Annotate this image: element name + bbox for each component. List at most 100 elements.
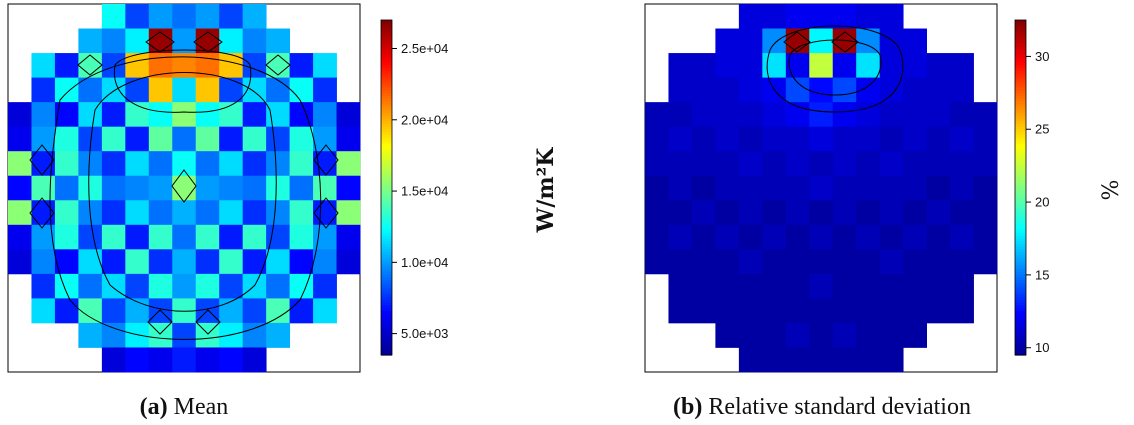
heatmap-cell — [125, 4, 150, 29]
heatmap-cell — [195, 126, 220, 152]
heatmap-cell — [8, 126, 32, 152]
heatmap-cell — [809, 151, 834, 177]
colorbar-strip — [1015, 73, 1026, 77]
colorbar-strip — [1015, 165, 1026, 169]
colorbar-strip — [1015, 151, 1026, 155]
heatmap-cell — [715, 126, 740, 152]
colorbar-strip — [1015, 39, 1026, 43]
heatmap-cell — [926, 224, 951, 250]
colorbar-strip — [381, 126, 392, 130]
colorbar-tick-label: 2.5e+04 — [401, 41, 448, 56]
heatmap-cell — [195, 273, 220, 299]
heatmap-cell — [785, 102, 810, 128]
colorbar-strip — [1015, 81, 1026, 85]
colorbar-strip — [381, 59, 392, 63]
heatmap-cell — [645, 175, 669, 201]
heatmap-cell — [195, 151, 220, 177]
heatmap-cell — [785, 126, 810, 152]
heatmap-cell — [242, 298, 267, 324]
heatmap-cell — [195, 249, 220, 275]
colorbar-strip — [381, 95, 392, 99]
heatmap-cell — [879, 224, 904, 250]
heatmap-cell — [8, 200, 32, 226]
heatmap-cell — [832, 77, 857, 103]
colorbar-strip — [381, 321, 392, 325]
colorbar-strip — [381, 39, 392, 43]
colorbar-strip — [1015, 327, 1026, 331]
colorbar-strip — [381, 53, 392, 57]
colorbar-strip — [1015, 47, 1026, 52]
colorbar-strip — [1015, 237, 1026, 242]
colorbar-strip — [1015, 321, 1026, 325]
contour-lines-b — [766, 25, 904, 113]
heatmap-cell — [8, 249, 32, 275]
colorbar-strip — [381, 296, 392, 300]
heatmap-cell — [195, 77, 220, 103]
colorbar-strip — [381, 193, 392, 197]
heatmap-cell — [172, 200, 197, 226]
colorbar-strip — [381, 47, 392, 52]
heatmap-cell — [691, 102, 716, 128]
colorbar-strip — [381, 36, 392, 41]
heatmap-cell — [54, 53, 79, 78]
heatmap-cell — [289, 126, 314, 152]
colorbar-strip — [381, 117, 392, 122]
heatmap-cell — [289, 53, 314, 78]
heatmap-cell — [101, 200, 126, 226]
colorbar-strip — [381, 131, 392, 136]
heatmap-cell — [973, 102, 998, 128]
heatmap-cell — [668, 249, 693, 275]
heatmap-cell — [148, 347, 173, 373]
colorbar-strip — [1015, 248, 1026, 253]
heatmap-cell — [266, 298, 290, 324]
heatmap-cell — [785, 4, 810, 29]
colorbar-strip — [381, 31, 392, 35]
heatmap-cell — [313, 126, 337, 152]
heatmap-cell — [691, 249, 716, 275]
colorbar-strip — [381, 181, 392, 186]
heatmap-cell — [738, 347, 763, 373]
colorbar-strip — [381, 299, 392, 303]
heatmap-cell — [645, 151, 669, 177]
heatmap-cell — [125, 151, 150, 177]
colorbar-strip — [381, 162, 392, 166]
colorbar-strip — [1015, 271, 1026, 275]
colorbar-tick-label: 20 — [1035, 195, 1049, 210]
heatmap-cell — [54, 102, 79, 128]
colorbar-strip — [1015, 70, 1026, 74]
heatmap-cell — [219, 151, 244, 177]
heatmap-cell — [785, 200, 810, 226]
heatmap-cell — [125, 175, 150, 201]
heatmap-cell — [78, 273, 103, 299]
colorbar-tick-label: 5.0e+03 — [401, 326, 448, 341]
heatmap-cell — [809, 126, 834, 152]
colorbar-strip — [381, 92, 392, 96]
heatmap-cell — [950, 200, 974, 226]
heatmap-cell — [31, 200, 56, 226]
colorbar-strip — [381, 33, 392, 38]
heatmap-cell — [715, 77, 740, 103]
colorbar-strip — [1015, 50, 1026, 55]
colorbar-strip — [381, 176, 392, 180]
heatmap-cell — [856, 347, 881, 373]
heatmap-cell — [31, 273, 56, 299]
heatmap-cell — [950, 53, 974, 78]
heatmap-cell — [926, 298, 951, 324]
colorbar-strip — [1015, 265, 1026, 270]
colorbar-border — [380, 19, 393, 356]
colorbar-strip — [1015, 251, 1026, 256]
heatmap-cell — [973, 126, 998, 152]
heatmap-cell — [762, 200, 787, 226]
heatmap-cell — [738, 53, 763, 78]
colorbar-strip — [381, 293, 392, 297]
colorbar-strip — [381, 207, 392, 211]
heatmap-cell — [172, 53, 197, 78]
heatmap-cell — [242, 77, 267, 103]
heatmap-cell — [950, 249, 974, 275]
heatmap-cell — [879, 200, 904, 226]
heatmap-cell — [879, 322, 904, 348]
colorbar-strip — [381, 142, 392, 147]
heatmap-cell — [31, 102, 56, 128]
heatmap-cell — [762, 298, 787, 324]
colorbar-unit-a: W/m²K — [533, 147, 559, 234]
